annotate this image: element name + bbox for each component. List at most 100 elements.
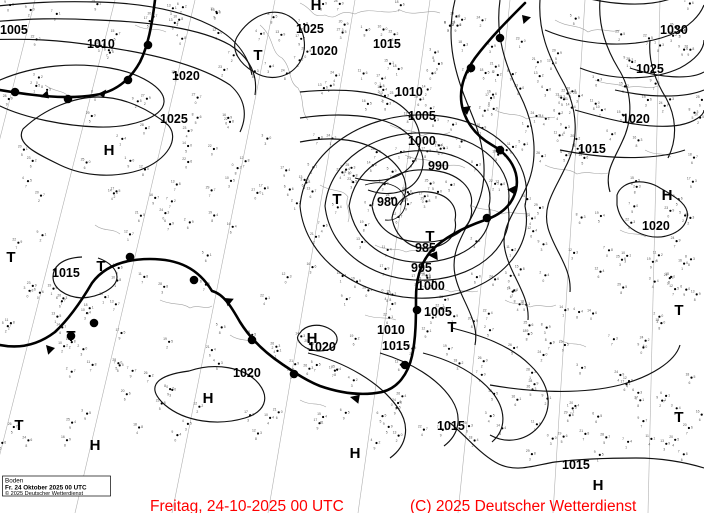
- svg-text:27: 27: [634, 395, 638, 399]
- svg-text:8: 8: [658, 327, 660, 331]
- svg-text:0: 0: [304, 55, 306, 59]
- svg-text:10: 10: [621, 251, 625, 255]
- svg-text:3: 3: [457, 367, 459, 371]
- svg-text:8: 8: [637, 404, 639, 408]
- svg-text:20: 20: [339, 20, 343, 24]
- svg-text:9: 9: [538, 239, 540, 243]
- svg-text:21: 21: [310, 232, 314, 236]
- svg-text:1: 1: [175, 6, 177, 10]
- svg-text:3: 3: [437, 118, 439, 122]
- svg-text:8: 8: [429, 199, 431, 203]
- svg-text:Freitag, 24-10-2025 00 UTC: Freitag, 24-10-2025 00 UTC: [150, 498, 344, 513]
- svg-text:9: 9: [440, 433, 442, 437]
- svg-text:7: 7: [258, 37, 260, 41]
- svg-text:5: 5: [531, 332, 533, 336]
- svg-text:16: 16: [149, 193, 153, 197]
- svg-text:9: 9: [191, 129, 193, 133]
- svg-text:1000: 1000: [417, 279, 445, 293]
- svg-text:2: 2: [114, 195, 116, 199]
- svg-text:5: 5: [488, 71, 490, 75]
- svg-text:5: 5: [345, 30, 347, 34]
- svg-text:1: 1: [119, 142, 121, 146]
- svg-text:10: 10: [81, 308, 85, 312]
- svg-text:9: 9: [436, 67, 438, 71]
- svg-text:9: 9: [283, 174, 285, 178]
- svg-text:2: 2: [618, 38, 620, 42]
- svg-text:0: 0: [575, 406, 577, 410]
- svg-text:2: 2: [397, 32, 399, 36]
- svg-text:16: 16: [307, 262, 311, 266]
- svg-text:4: 4: [626, 385, 628, 389]
- svg-text:3: 3: [351, 384, 353, 388]
- svg-text:1: 1: [396, 73, 398, 77]
- svg-text:6: 6: [42, 290, 44, 294]
- svg-text:14: 14: [438, 143, 442, 147]
- svg-text:3: 3: [667, 282, 669, 286]
- svg-text:4: 4: [263, 302, 265, 306]
- svg-text:9: 9: [317, 427, 319, 431]
- svg-text:2: 2: [185, 5, 187, 9]
- svg-text:16: 16: [678, 259, 682, 263]
- svg-text:7: 7: [135, 368, 137, 372]
- svg-text:9: 9: [623, 56, 625, 60]
- svg-text:2: 2: [479, 106, 481, 110]
- svg-text:9: 9: [637, 343, 639, 347]
- svg-text:16: 16: [222, 113, 226, 117]
- svg-text:16: 16: [362, 99, 366, 103]
- svg-text:7: 7: [511, 294, 513, 298]
- svg-text:9: 9: [298, 42, 300, 46]
- svg-text:11: 11: [5, 318, 9, 322]
- svg-text:1025: 1025: [636, 62, 664, 76]
- svg-text:6: 6: [492, 283, 494, 287]
- svg-text:1: 1: [361, 25, 363, 29]
- svg-text:6: 6: [553, 109, 555, 113]
- svg-text:11: 11: [210, 7, 214, 11]
- svg-text:9: 9: [374, 447, 376, 451]
- svg-text:5: 5: [432, 187, 434, 191]
- svg-text:1015: 1015: [373, 37, 401, 51]
- svg-text:1020: 1020: [310, 44, 338, 58]
- svg-text:1: 1: [51, 292, 53, 296]
- svg-text:7: 7: [335, 211, 337, 215]
- svg-text:26: 26: [144, 371, 148, 375]
- svg-text:1: 1: [566, 97, 568, 101]
- svg-text:17: 17: [380, 264, 384, 268]
- svg-text:6: 6: [444, 21, 446, 25]
- svg-text:5: 5: [319, 363, 321, 367]
- svg-text:22: 22: [418, 425, 422, 429]
- svg-text:13: 13: [495, 179, 499, 183]
- svg-text:2: 2: [66, 367, 68, 371]
- svg-text:5: 5: [563, 159, 565, 163]
- svg-text:8: 8: [219, 331, 221, 335]
- svg-text:17: 17: [144, 16, 148, 20]
- svg-text:3: 3: [389, 101, 391, 105]
- svg-text:1: 1: [361, 77, 363, 81]
- svg-text:28: 28: [526, 368, 530, 372]
- svg-text:7: 7: [674, 245, 676, 249]
- svg-text:9: 9: [679, 239, 681, 243]
- svg-text:2: 2: [539, 270, 541, 274]
- svg-text:24: 24: [671, 236, 675, 240]
- svg-text:12: 12: [568, 248, 572, 252]
- svg-text:3: 3: [485, 411, 487, 415]
- svg-text:3: 3: [479, 163, 481, 167]
- svg-text:2: 2: [569, 111, 571, 115]
- svg-text:6: 6: [426, 68, 428, 72]
- svg-text:1: 1: [338, 73, 340, 77]
- svg-text:4: 4: [273, 350, 275, 354]
- svg-text:6: 6: [0, 446, 1, 450]
- svg-text:1: 1: [509, 254, 511, 258]
- svg-text:H: H: [311, 0, 322, 14]
- svg-text:1010: 1010: [395, 85, 423, 99]
- svg-text:0: 0: [555, 436, 557, 440]
- svg-text:16: 16: [511, 395, 515, 399]
- svg-text:28: 28: [626, 57, 630, 61]
- svg-text:13: 13: [171, 180, 175, 184]
- svg-text:7: 7: [314, 369, 316, 373]
- svg-text:2: 2: [682, 219, 684, 223]
- svg-text:2: 2: [561, 111, 563, 115]
- svg-text:3: 3: [84, 317, 86, 321]
- svg-text:7: 7: [447, 29, 449, 33]
- svg-text:4: 4: [648, 442, 650, 446]
- svg-text:6: 6: [138, 219, 140, 223]
